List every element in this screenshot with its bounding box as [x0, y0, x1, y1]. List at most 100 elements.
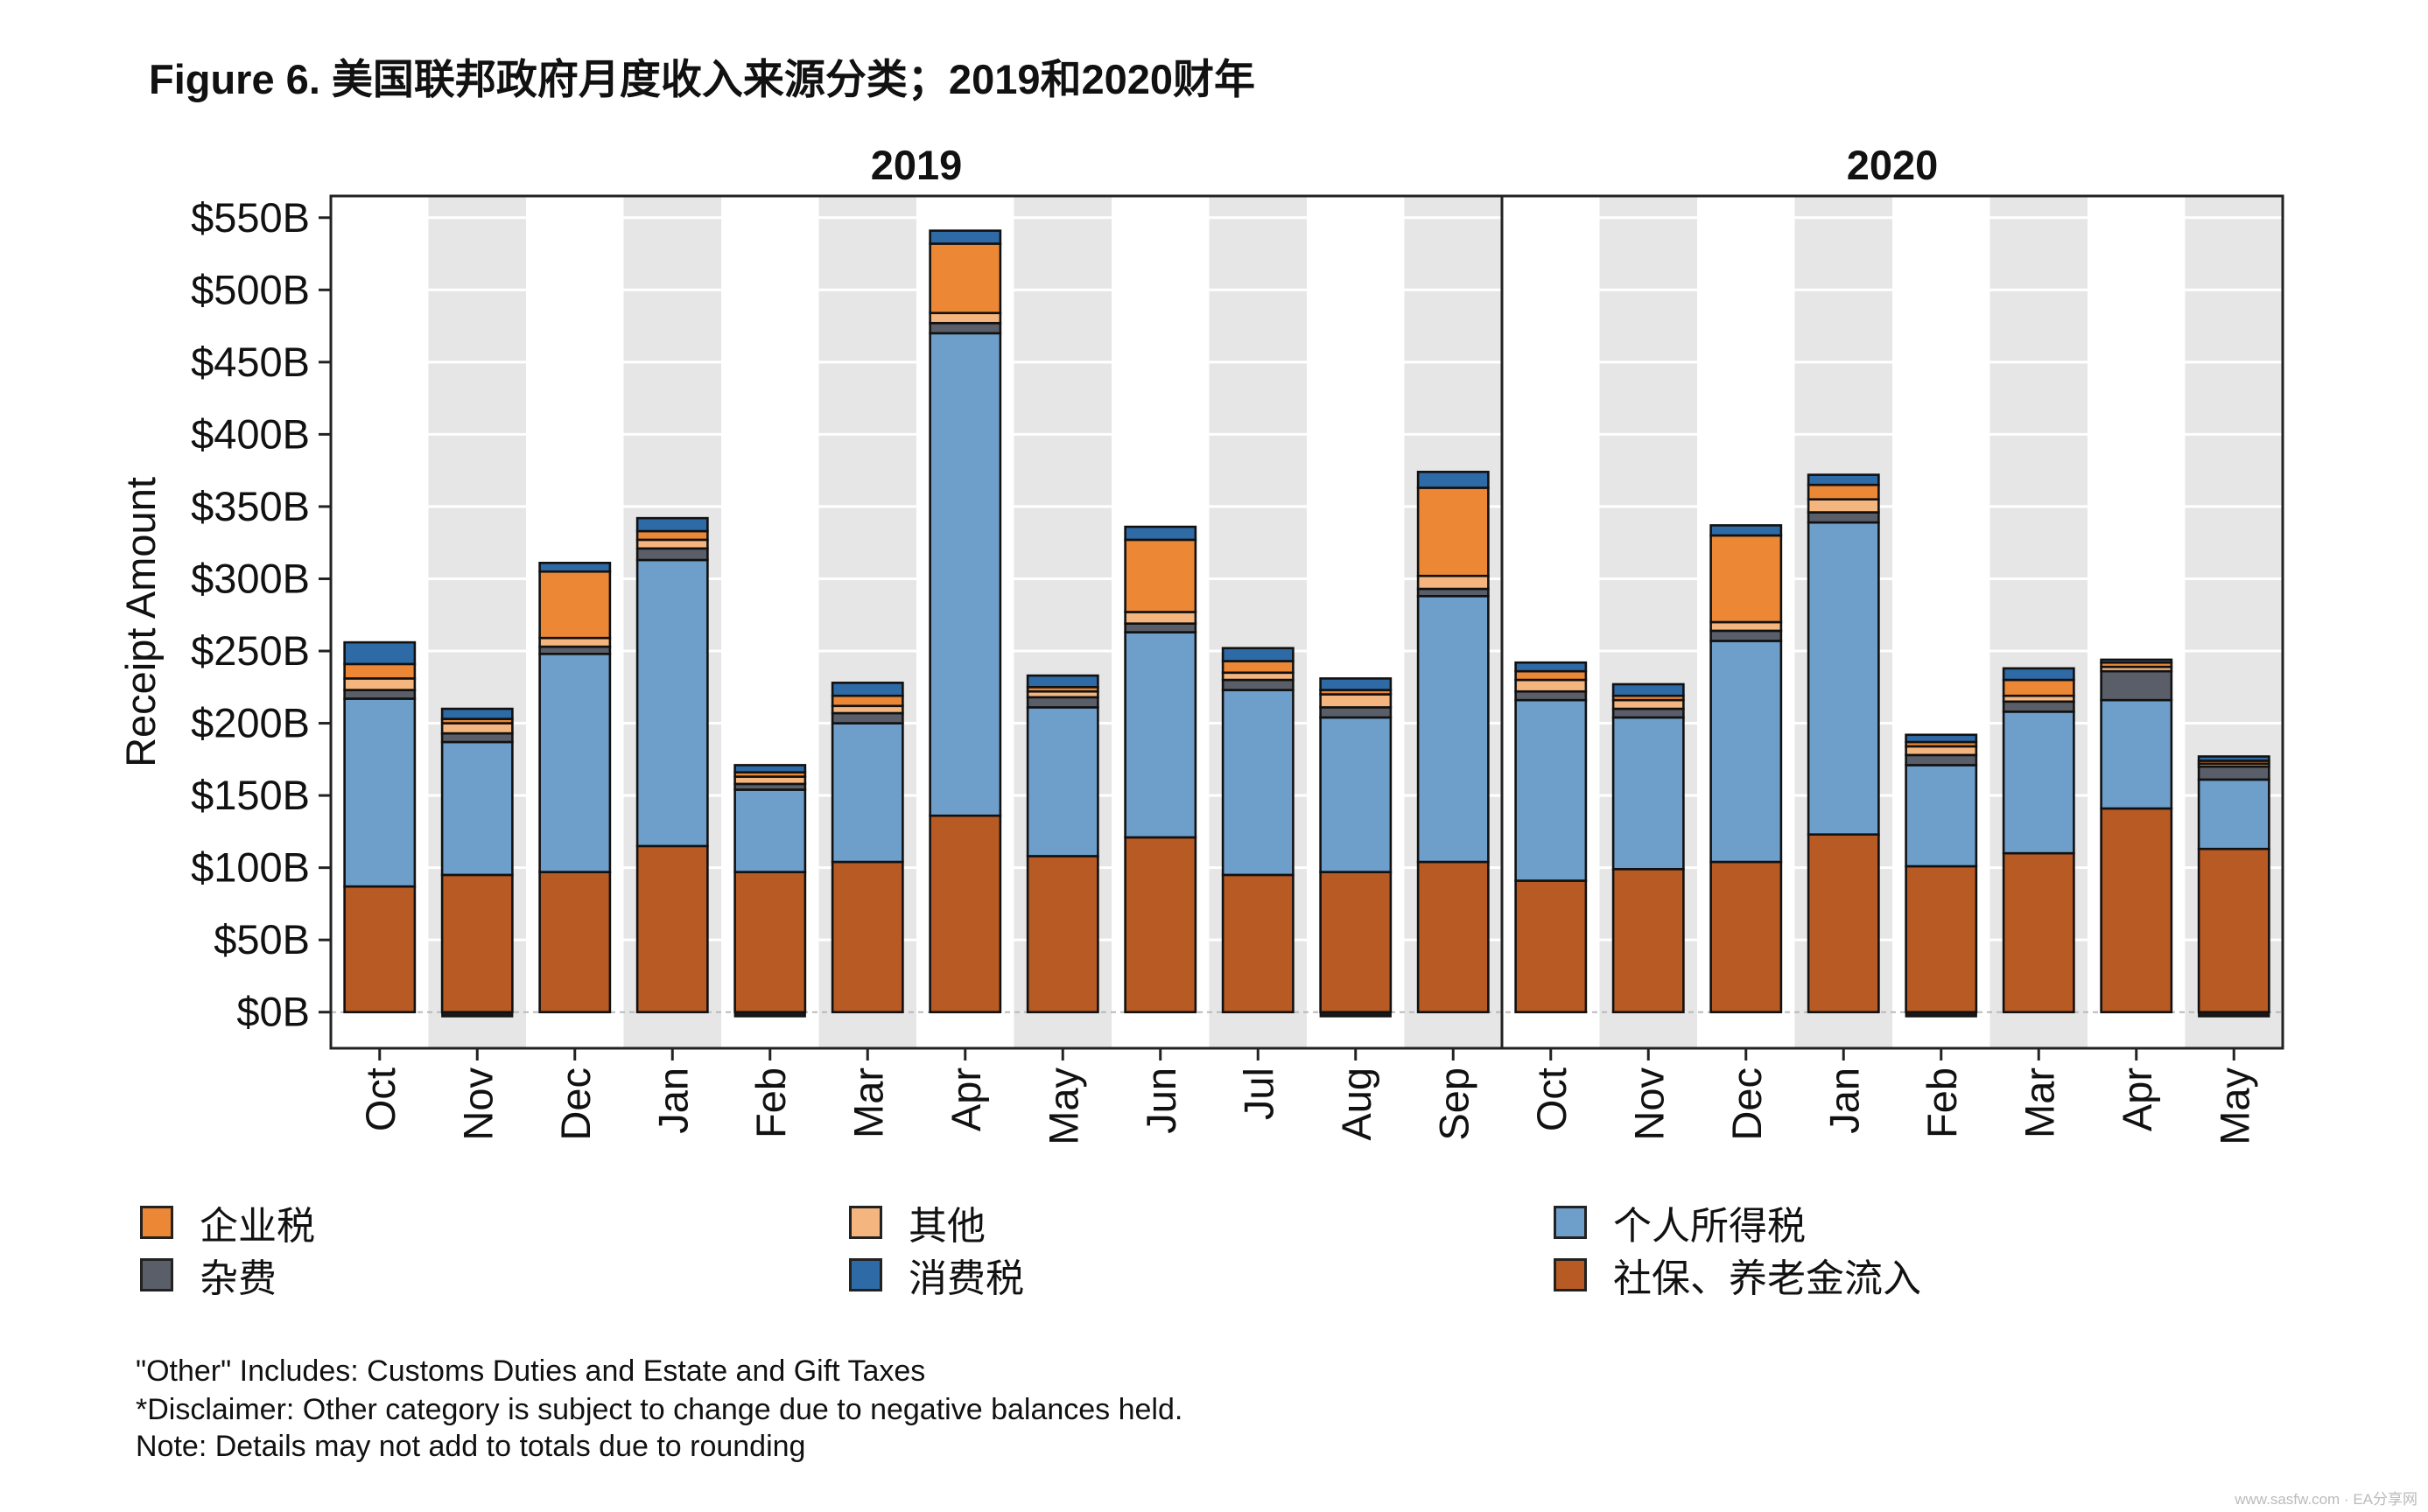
x-tick-label: Jan	[1821, 1068, 1867, 1134]
bar-segment	[831, 722, 904, 864]
x-tick-label: Oct	[1528, 1068, 1575, 1131]
bar-segment	[343, 885, 417, 1014]
bar-segment	[1221, 873, 1295, 1014]
bar-segment	[1709, 620, 1783, 633]
legend-swatch-individual-income-tax	[1554, 1206, 1587, 1239]
bar-segment	[1514, 661, 1588, 673]
bar-segment	[1416, 471, 1490, 489]
figure-title: Figure 6. 美国联邦政府月度收入来源分类；2019和2020财年	[149, 56, 1256, 102]
bar-segment	[1221, 647, 1295, 662]
plot-border	[329, 194, 2284, 1050]
bar-segment	[2100, 698, 2173, 810]
bar-segment	[1124, 836, 1197, 1014]
bar-segment	[1319, 693, 1393, 709]
y-tick-label: $50B	[214, 916, 310, 962]
legend-item-corporate-tax: 企业税	[140, 1194, 315, 1250]
legend-label-individual-income-tax: 个人所得税	[1613, 1205, 1806, 1248]
bar-segment	[2100, 807, 2173, 1014]
bar-segment	[929, 814, 1002, 1014]
bar-segment	[1026, 855, 1099, 1014]
legend-item-other: 其他	[849, 1194, 986, 1250]
bar-segment	[343, 697, 417, 888]
legend-item-social-insurance: 社保、养老金流入	[1554, 1247, 1921, 1303]
bar-segment	[1905, 745, 1978, 757]
bar-segment	[343, 662, 417, 680]
note-disclaimer: *Disclaimer: Other category is subject t…	[136, 1393, 1183, 1426]
bar-segment	[1905, 753, 1978, 766]
bar-segment	[929, 229, 1002, 245]
bar-segment	[538, 570, 612, 640]
bar-segment	[1514, 678, 1588, 693]
bar-segment	[343, 640, 417, 666]
bar-segment	[538, 871, 612, 1014]
bar-segment	[2197, 847, 2270, 1014]
bar-segment	[1026, 696, 1099, 709]
bar-segment	[2197, 755, 2270, 762]
bar-segment	[1124, 611, 1197, 625]
bar-segment	[1611, 867, 1685, 1014]
bar-segment	[2002, 678, 2075, 697]
bar-segment	[1807, 498, 1880, 514]
bar-segment	[343, 677, 417, 691]
x-tick-label: Sep	[1430, 1068, 1477, 1141]
y-tick-label: $550B	[191, 194, 310, 241]
bar-segment	[2002, 851, 2075, 1014]
legend-swatch-social-insurance	[1554, 1258, 1587, 1292]
x-tick-label: Dec	[552, 1068, 599, 1141]
bar-segment	[1319, 706, 1393, 719]
bar-segment	[1807, 473, 1880, 486]
x-tick-label: Dec	[1723, 1068, 1770, 1141]
legend-label-corporate-tax: 企业税	[200, 1205, 315, 1248]
bar-segment	[733, 788, 807, 873]
bar-segment	[1124, 622, 1197, 634]
note-rounding: Note: Details may not add to totals due …	[136, 1430, 806, 1463]
legend-swatch-misc-fees	[140, 1258, 173, 1292]
y-tick-label: $200B	[191, 700, 310, 746]
bar-segment	[440, 740, 514, 877]
bar-segment	[929, 312, 1002, 325]
bar-segment	[1709, 640, 1783, 864]
x-tick-label: Mar	[2016, 1068, 2062, 1138]
bar-segment	[440, 732, 514, 744]
y-axis-title: Receipt Amount	[117, 477, 164, 767]
bar-segment	[831, 682, 904, 697]
panel-title: 2019	[871, 142, 963, 188]
y-tick-label: $250B	[191, 627, 310, 674]
bar-segment	[635, 558, 709, 848]
bar-segment	[2197, 778, 2270, 850]
x-tick-label: Jun	[1138, 1068, 1184, 1134]
bar-segment	[635, 529, 709, 542]
bar-segment	[1611, 716, 1685, 871]
bar-segment	[2002, 700, 2075, 713]
x-tick-label: Nov	[1625, 1068, 1672, 1141]
legend-swatch-corporate-tax	[140, 1206, 173, 1239]
bar-segment	[1807, 521, 1880, 836]
y-tick-label: $100B	[191, 844, 310, 891]
bar-segment	[1514, 690, 1588, 702]
legend-label-other: 其他	[909, 1205, 986, 1248]
y-tick-label: $450B	[191, 339, 310, 385]
stacked-bar-chart: 2019 2020 $0B $50B $100B $150B $200B $250B $300B…	[117, 142, 2284, 1145]
bar-segment	[1026, 706, 1099, 858]
bar-segment	[1514, 879, 1588, 1014]
legend-label-excise-tax: 消费税	[909, 1257, 1024, 1300]
x-tick-label: Apr	[2114, 1068, 2160, 1131]
y-tick-label: $300B	[191, 555, 310, 601]
bar-segment	[635, 538, 709, 550]
bar-segment	[635, 516, 709, 533]
bar-segment	[929, 321, 1002, 335]
bar-segment	[1611, 707, 1685, 719]
bar-segment	[1416, 574, 1490, 591]
bar-segment	[1221, 678, 1295, 691]
bar-segment	[440, 722, 514, 735]
bar-segment	[1807, 511, 1880, 524]
bar-segment	[831, 711, 904, 724]
bar-segment	[1124, 525, 1197, 542]
watermark: www.sasfw.com · EA分享网	[2235, 1491, 2417, 1508]
y-tick-label: $400B	[191, 410, 310, 457]
bar-segment	[1905, 733, 1978, 744]
bar-segment	[2002, 710, 2075, 855]
x-tick-label: Oct	[357, 1068, 403, 1131]
legend-item-misc-fees: 杂费	[140, 1247, 277, 1303]
y-tick-label: $500B	[191, 266, 310, 312]
